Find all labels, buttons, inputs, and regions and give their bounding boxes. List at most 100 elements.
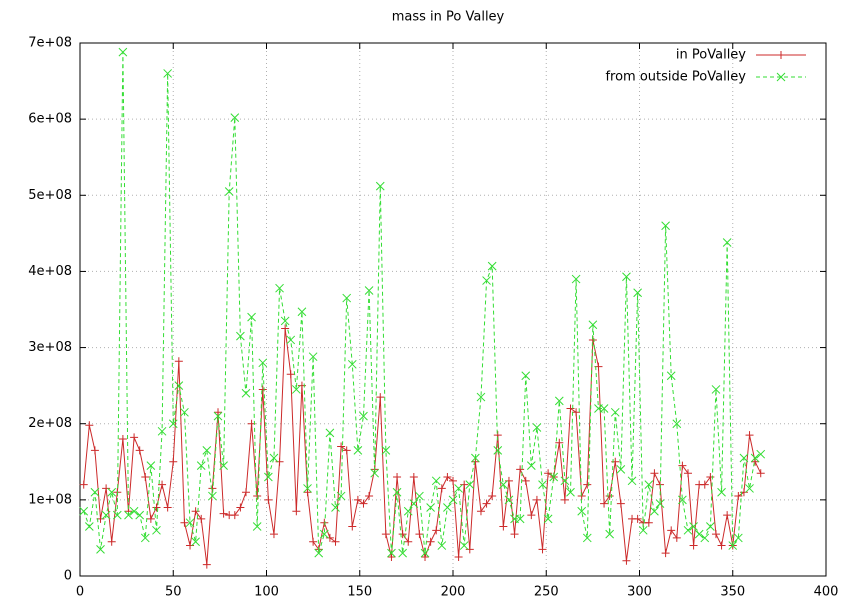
point-marker — [516, 465, 525, 474]
point-marker — [549, 472, 559, 482]
point-marker — [689, 522, 698, 531]
point-marker — [342, 293, 352, 303]
point-marker — [415, 491, 424, 501]
point-marker — [627, 476, 637, 486]
point-marker — [504, 476, 513, 485]
y-tick-label: 0 — [64, 569, 72, 584]
point-marker — [711, 385, 721, 394]
plot-frame — [79, 42, 827, 577]
point-marker — [515, 514, 525, 524]
x-tick-label: 300 — [627, 585, 652, 600]
point-marker — [230, 113, 240, 122]
point-marker — [421, 552, 430, 561]
point-marker — [437, 484, 446, 493]
point-marker — [633, 514, 642, 523]
point-marker — [521, 371, 531, 381]
point-marker — [124, 510, 133, 520]
point-marker — [459, 541, 469, 550]
point-marker — [168, 419, 178, 429]
point-marker — [622, 556, 631, 565]
point-marker — [163, 503, 172, 512]
point-marker — [107, 487, 117, 497]
point-marker — [432, 526, 441, 535]
point-marker — [605, 529, 615, 539]
point-marker — [320, 518, 329, 527]
point-marker — [711, 530, 720, 539]
point-marker — [611, 457, 620, 466]
point-marker — [454, 552, 463, 561]
point-marker — [633, 288, 642, 298]
series-line — [83, 52, 762, 554]
point-marker — [700, 480, 709, 489]
x-tick-label: 200 — [441, 585, 466, 600]
point-marker — [493, 446, 503, 455]
point-marker — [756, 469, 765, 478]
point-marker — [112, 510, 122, 520]
point-marker — [666, 371, 676, 381]
point-marker — [152, 525, 161, 535]
point-marker — [140, 533, 150, 543]
point-marker — [219, 509, 228, 518]
point-marker — [409, 473, 418, 482]
point-marker — [644, 518, 653, 527]
point-marker — [504, 495, 514, 505]
point-marker — [650, 506, 659, 516]
point-marker — [79, 506, 89, 516]
point-marker — [661, 221, 670, 231]
point-marker — [241, 488, 250, 497]
x-tick-label: 150 — [347, 585, 372, 600]
point-marker — [236, 503, 245, 512]
point-marker — [482, 276, 491, 285]
point-marker — [157, 426, 167, 436]
point-marker — [275, 457, 284, 466]
point-marker — [381, 530, 390, 539]
point-marker — [236, 331, 245, 341]
point-marker — [454, 484, 463, 493]
point-marker — [733, 533, 743, 543]
y-tick-label: 1e+08 — [28, 492, 72, 507]
point-marker — [208, 491, 217, 501]
point-marker — [487, 261, 497, 271]
point-marker — [465, 545, 474, 554]
point-marker — [499, 480, 508, 489]
point-marker — [554, 396, 564, 406]
point-marker — [588, 320, 598, 330]
point-marker — [158, 480, 167, 489]
point-marker — [337, 442, 346, 451]
point-marker — [448, 495, 458, 505]
point-marker — [230, 511, 239, 520]
point-marker — [678, 495, 687, 505]
point-marker — [101, 510, 111, 520]
point-marker — [431, 476, 441, 486]
point-marker — [526, 461, 536, 470]
point-marker — [331, 537, 340, 546]
point-marker — [297, 307, 307, 317]
point-marker — [214, 408, 223, 417]
point-marker — [325, 533, 334, 542]
point-marker — [750, 453, 760, 463]
point-marker — [544, 469, 553, 478]
legend-label: from outside PoValley — [605, 70, 746, 85]
point-marker — [610, 407, 620, 417]
point-marker — [90, 446, 99, 455]
point-marker — [258, 358, 268, 368]
point-marker — [571, 274, 581, 284]
x-tick-label: 250 — [534, 585, 559, 600]
point-marker — [174, 357, 183, 366]
point-marker — [616, 465, 626, 474]
point-marker — [393, 473, 402, 482]
point-marker — [202, 560, 211, 569]
x-tick-label: 50 — [165, 585, 182, 600]
point-marker — [353, 446, 363, 455]
point-marker — [577, 506, 587, 516]
point-marker — [638, 525, 648, 535]
point-marker — [776, 72, 786, 82]
point-marker — [650, 469, 659, 478]
point-marker — [314, 548, 324, 558]
point-marker — [443, 503, 452, 512]
point-marker — [404, 537, 413, 546]
point-marker — [739, 453, 749, 463]
point-marker — [96, 544, 105, 554]
point-marker — [756, 449, 766, 459]
